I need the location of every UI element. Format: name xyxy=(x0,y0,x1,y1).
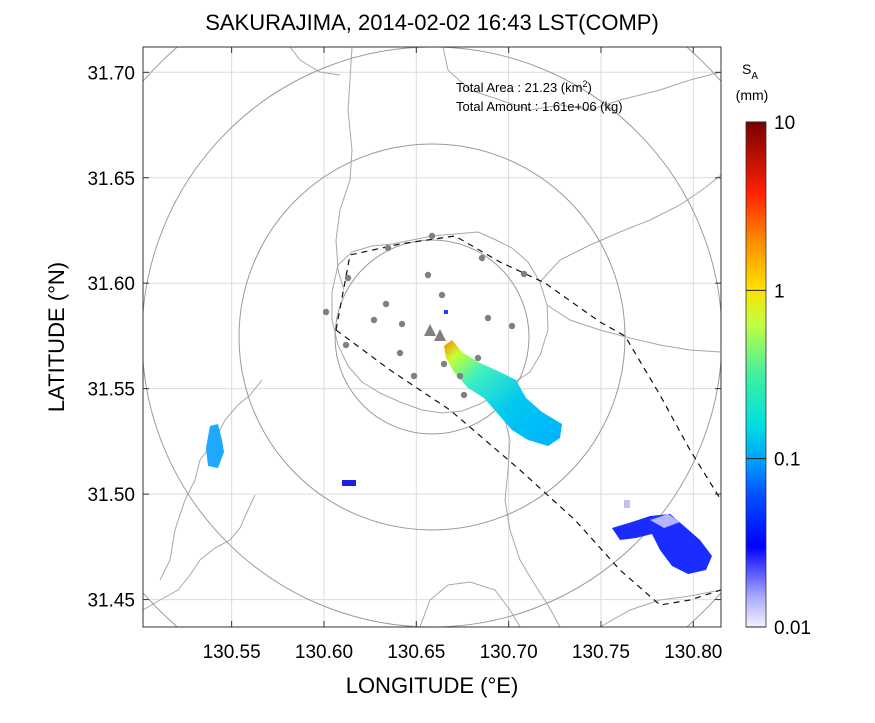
x-axis-ticks: 130.55 130.60 130.65 130.70 130.75 130.80 xyxy=(203,47,722,663)
colorbar-tick-label: 0.1 xyxy=(774,450,800,471)
y-tick-label: 31.65 xyxy=(87,169,135,190)
station-dot xyxy=(424,271,432,279)
range-ring xyxy=(334,239,530,435)
x-tick-label: 130.55 xyxy=(203,642,261,663)
station-dot xyxy=(460,391,468,399)
colorbar-tick-label: 1 xyxy=(774,281,785,302)
colorbar-ticks: 10 1 0.1 0.01 xyxy=(746,113,811,639)
ash-patch-light xyxy=(650,514,680,528)
y-axis-ticks: 31.70 31.65 31.60 31.55 31.50 31.45 xyxy=(87,63,721,612)
ash-speck xyxy=(444,310,448,314)
station-dot xyxy=(484,314,492,322)
ash-plume xyxy=(444,340,562,446)
colorbar-tick-label: 10 xyxy=(774,113,795,134)
station-dot xyxy=(438,291,446,299)
volcano-vents xyxy=(424,324,446,341)
station-dot xyxy=(370,316,378,324)
total-area-text: Total Area : 21.23 (km2) xyxy=(456,79,592,95)
x-tick-label: 130.70 xyxy=(480,642,538,663)
map-frame xyxy=(142,46,722,628)
x-tick-label: 130.65 xyxy=(387,642,445,663)
station-dot xyxy=(342,341,350,349)
y-tick-label: 31.50 xyxy=(87,485,135,506)
ash-patch-southeast xyxy=(612,514,712,574)
colorbar-symbol: SA xyxy=(742,61,758,82)
station-dot xyxy=(396,349,404,357)
x-tick-label: 130.60 xyxy=(295,642,353,663)
station-dot xyxy=(398,320,406,328)
ash-deposit-overlay xyxy=(206,310,712,574)
station-dot xyxy=(456,372,464,380)
figure-title: SAKURAJIMA, 2014-02-02 16:43 LST(COMP) xyxy=(205,10,659,35)
station-dot xyxy=(322,308,330,316)
x-tick-label: 130.75 xyxy=(572,642,630,663)
x-axis-label: LONGITUDE (°E) xyxy=(346,673,519,698)
station-dot xyxy=(520,270,528,278)
x-tick-label: 130.80 xyxy=(664,642,722,663)
observation-stations xyxy=(322,232,528,399)
y-tick-label: 31.70 xyxy=(87,63,135,84)
colorbar-gradient xyxy=(745,121,767,628)
station-dot xyxy=(410,372,418,380)
lat-lon-gridlines xyxy=(143,47,721,627)
station-dot xyxy=(478,254,486,262)
ash-patch-west xyxy=(206,424,224,468)
totals-annotation: Total Area : 21.23 (km2) Total Amount : … xyxy=(456,79,623,114)
vent-marker-minamidake xyxy=(424,324,436,336)
colorbar: SA (mm) 10 1 0.1 0.01 xyxy=(736,61,811,639)
colorbar-tick-label: 0.01 xyxy=(774,618,811,639)
y-tick-label: 31.60 xyxy=(87,274,135,295)
y-axis-label: LATITUDE (°N) xyxy=(44,262,69,412)
y-tick-label: 31.55 xyxy=(87,380,135,401)
colorbar-unit: (mm) xyxy=(736,87,769,103)
vent-marker-showa xyxy=(434,329,446,341)
station-dot xyxy=(384,244,392,252)
ash-patch-small xyxy=(342,480,356,486)
ash-speck xyxy=(624,500,630,508)
total-amount-text: Total Amount : 1.61e+06 (kg) xyxy=(456,99,623,114)
range-ring xyxy=(238,143,626,531)
radar-coverage-boundary xyxy=(335,235,721,606)
map-plot-area: Total Area : 21.23 (km2) Total Amount : … xyxy=(142,46,722,628)
station-dot xyxy=(382,300,390,308)
radar-range-rings xyxy=(143,47,721,627)
station-dot xyxy=(344,274,352,282)
station-dot xyxy=(508,322,516,330)
station-dot xyxy=(474,354,482,362)
y-tick-label: 31.45 xyxy=(87,591,135,612)
station-dot xyxy=(440,360,448,368)
coastline xyxy=(143,47,721,627)
station-dot xyxy=(428,232,436,240)
